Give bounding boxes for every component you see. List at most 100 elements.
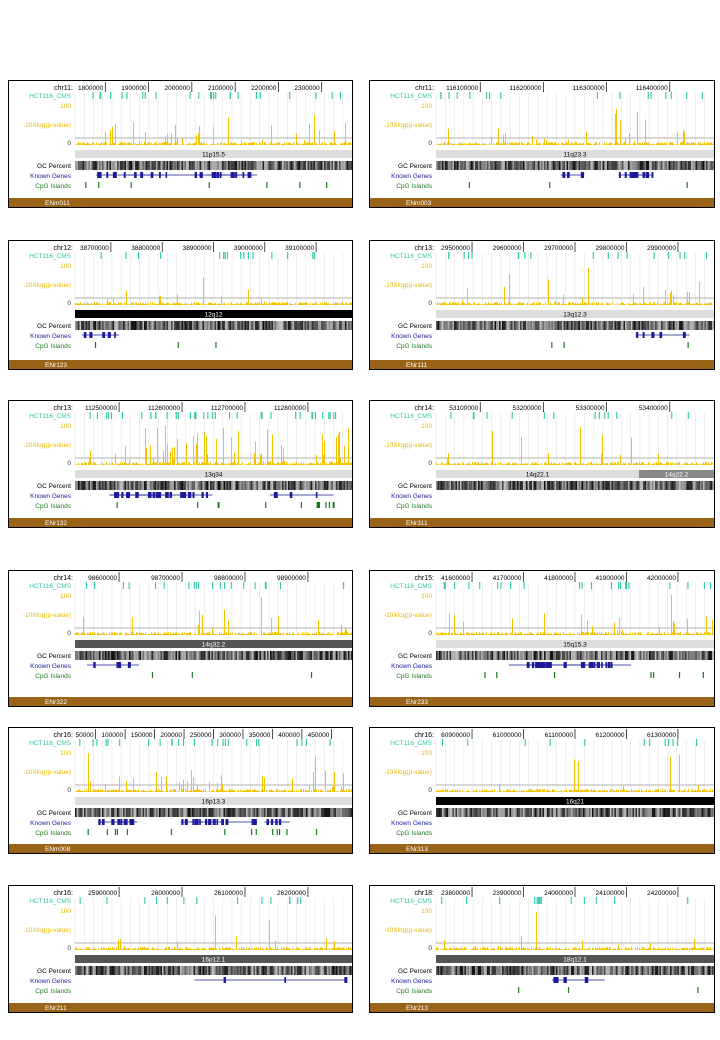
tick-label: 38700000	[80, 245, 109, 252]
chrom-label: chr15:	[415, 575, 435, 582]
genome-browser-panel: chr11: 1800000 1900000 2000000 2100000 220000…	[8, 80, 353, 208]
tick-label: 2100000	[208, 85, 234, 92]
panel-svg: chr11: 1800000 1900000 2000000 2100000 220000…	[9, 82, 352, 207]
region-id-label: ENr311	[406, 520, 428, 527]
pvalue-label: -10Xlog(p-value)	[23, 442, 71, 449]
cms-track-label: HCT116_CMS	[29, 253, 71, 260]
tick-label: 116100000	[446, 85, 478, 92]
genome-browser-panel: chr13: 29500000 29600000 29700000 29800000 29…	[369, 240, 715, 370]
genes-track-label: Known Genes	[391, 493, 433, 500]
tick-label: 1800000	[78, 85, 104, 92]
tick-label: 200000	[160, 732, 182, 739]
pvalue-label: -10Xlog(p-value)	[384, 122, 432, 129]
gc-track-label: GC Percent	[398, 653, 432, 660]
pvalue-label: -10Xlog(p-value)	[384, 282, 432, 289]
region-id-label: ENm003	[406, 200, 432, 207]
cms-track-label: HCT116_CMS	[390, 583, 432, 590]
gc-track-label: GC Percent	[37, 810, 71, 817]
chrom-label: chr16:	[415, 732, 435, 739]
pvalue-label: -10Xlog(p-value)	[384, 612, 432, 619]
genes-track-label: Known Genes	[30, 493, 72, 500]
cms-track-label: HCT116_CMS	[390, 93, 432, 100]
genes-track-label: Known Genes	[30, 978, 72, 985]
cytoband-label: 14q22.2	[665, 472, 689, 479]
panel-svg: chr16: 50000 100000 150000 200000 250000 30000…	[9, 729, 352, 853]
tick-label: 350000	[249, 732, 271, 739]
pvalue-label: -10Xlog(p-value)	[23, 927, 71, 934]
cms-track-label: HCT116_CMS	[390, 413, 432, 420]
cytoband-label: 14q32.2	[202, 642, 226, 649]
cytoband-label: 14q22.1	[526, 472, 550, 479]
cpg-track-label: CpG Islands	[35, 343, 72, 350]
tick-label: 26100000	[214, 890, 243, 897]
cytoband-label: 11p15.5	[202, 152, 225, 159]
gc-track-label: GC Percent	[37, 483, 71, 490]
chrom-label: chr11:	[415, 85, 434, 92]
gc-track-label: GC Percent	[37, 653, 71, 660]
pvalue-label: -10Xlog(p-value)	[23, 282, 71, 289]
chrom-label: chr13:	[415, 245, 435, 252]
cpg-track-label: CpG Islands	[35, 503, 72, 510]
cytoband-label: 13q34	[204, 472, 222, 479]
genes-track-label: Known Genes	[391, 820, 433, 827]
y-zero-label: 0	[67, 300, 71, 307]
gc-track-label: GC Percent	[398, 968, 432, 975]
genes-track-label: Known Genes	[30, 663, 72, 670]
chrom-label: chr11:	[54, 85, 73, 92]
tick-label: 53300000	[576, 405, 605, 412]
tick-label: 29500000	[441, 245, 470, 252]
cpg-track-label: CpG Islands	[396, 503, 433, 510]
cpg-track-label: CpG Islands	[396, 988, 433, 995]
genes-track-label: Known Genes	[30, 333, 72, 340]
tick-label: 98800000	[214, 575, 243, 582]
chrom-label: chr16:	[54, 732, 74, 739]
tick-label: 98900000	[277, 575, 306, 582]
panel-svg: chr12: 38700000 38800000 38900000 39000000 39…	[9, 242, 352, 369]
cytoband-label: 11q23.3	[563, 152, 586, 159]
tick-label: 53200000	[512, 405, 541, 412]
panel-svg: chr16: 25900000 26000000 26100000 26200000 HC…	[9, 887, 352, 1012]
cms-track-label: HCT116_CMS	[29, 583, 71, 590]
genome-browser-panel: chr14: 98600000 98700000 98800000 98900000 HC…	[8, 570, 353, 707]
region-id-label: ENr213	[406, 1005, 428, 1012]
region-id-label: ENr132	[45, 520, 67, 527]
genes-track-label: Known Genes	[30, 820, 72, 827]
genes-track-label: Known Genes	[391, 173, 433, 180]
cms-track-label: HCT116_CMS	[390, 253, 432, 260]
genome-browser-panel: chr14: 53100000 53200000 53300000 53400000 HC…	[369, 400, 715, 528]
y-top-label: 100	[421, 423, 432, 430]
tick-label: 41600000	[441, 575, 470, 582]
tick-label: 24100000	[596, 890, 625, 897]
y-zero-label: 0	[428, 460, 432, 467]
y-zero-label: 0	[428, 300, 432, 307]
tick-label: 29600000	[493, 245, 522, 252]
tick-label: 38800000	[131, 245, 160, 252]
panel-svg: chr14: 53100000 53200000 53300000 53400000 HC…	[370, 402, 714, 527]
tick-label: 26200000	[277, 890, 306, 897]
cpg-track-label: CpG Islands	[35, 988, 72, 995]
genes-track-label: Known Genes	[391, 663, 433, 670]
tick-label: 112800000	[274, 405, 306, 412]
cytoband-label: 15q15.3	[563, 642, 587, 649]
tick-label: 61100000	[545, 732, 574, 739]
chrom-label: chr18:	[415, 890, 435, 897]
region-id-label: ENm011	[45, 200, 70, 207]
y-top-label: 100	[60, 103, 71, 110]
genome-browser-panel: chr12: 38700000 38800000 38900000 39000000 39…	[8, 240, 353, 370]
tick-label: 2000000	[165, 85, 191, 92]
gc-track-label: GC Percent	[398, 163, 432, 170]
tick-label: 250000	[190, 732, 212, 739]
cms-track-label: HCT116_CMS	[29, 898, 71, 905]
panel-svg: chr11: 116100000 116200000 116300000 1164000…	[370, 82, 714, 207]
y-zero-label: 0	[67, 787, 71, 794]
gc-track-label: GC Percent	[398, 323, 432, 330]
tick-label: 53100000	[449, 405, 478, 412]
tick-label: 29800000	[596, 245, 625, 252]
y-top-label: 100	[421, 750, 432, 757]
chrom-label: chr16:	[54, 890, 74, 897]
tick-label: 112500000	[85, 405, 117, 412]
tick-label: 50000	[76, 732, 94, 739]
genome-browser-panel: chr16: 60900000 61000000 61100000 61200000 61…	[369, 727, 715, 854]
cytoband-label: 13q12.3	[563, 312, 587, 319]
cytoband-label: 16p13.3	[202, 799, 226, 806]
